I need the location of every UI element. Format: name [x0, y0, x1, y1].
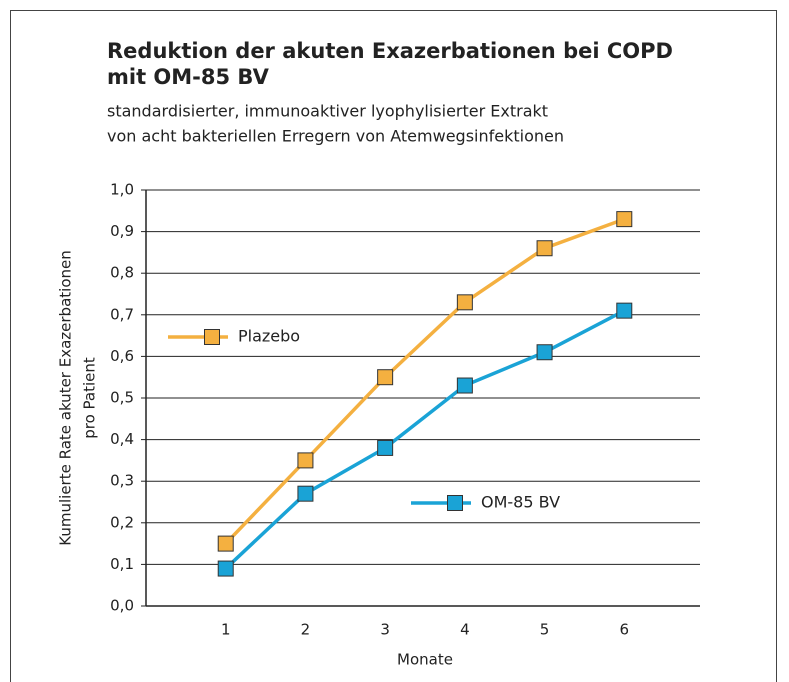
x-tick-label: 6	[620, 621, 630, 639]
frame	[10, 10, 777, 682]
y-tick-label: 1,0	[110, 181, 134, 199]
marker	[616, 211, 633, 228]
subtitle: standardisierter, immunoaktiver lyophyli…	[107, 102, 548, 121]
marker	[456, 294, 473, 311]
line	[224, 309, 626, 570]
y-tick-label: 0,6	[110, 347, 134, 365]
marker	[217, 560, 234, 577]
y-axis-label: Kumulierte Rate akuter Exazerbationen	[57, 250, 75, 545]
y-tick-label: 0,3	[110, 472, 134, 490]
y-tick-label: 0,4	[110, 430, 134, 448]
x-tick-label: 1	[221, 621, 231, 639]
line	[224, 217, 625, 545]
x-tick-label: 4	[460, 621, 470, 639]
chart-title: mit OM-85 BV	[107, 65, 270, 89]
y-tick-label: 0,7	[110, 305, 134, 323]
y-tick-label: 0,0	[110, 597, 134, 615]
marker	[536, 240, 553, 257]
x-tick-label: 3	[380, 621, 390, 639]
y-tick-label: 0,1	[110, 555, 134, 573]
marker	[377, 369, 394, 386]
marker	[297, 485, 314, 502]
subtitle: von acht bakteriellen Erregern von Atemw…	[107, 127, 564, 146]
legend-marker	[447, 495, 463, 511]
y-tick-label: 0,9	[110, 222, 134, 240]
legend-marker	[204, 329, 220, 345]
x-axis-label: Monate	[397, 651, 453, 669]
x-tick-label: 5	[540, 621, 550, 639]
y-axis-label: pro Patient	[81, 357, 99, 439]
y-tick-label: 0,2	[110, 513, 134, 531]
chart-title: Reduktion der akuten Exazerbationen bei …	[107, 39, 673, 63]
marker	[297, 452, 314, 469]
y-tick-label: 0,5	[110, 389, 134, 407]
marker	[616, 302, 633, 319]
marker	[217, 535, 234, 552]
y-tick-label: 0,8	[110, 264, 134, 282]
marker	[377, 439, 394, 456]
x-tick-label: 2	[301, 621, 311, 639]
legend-label: OM-85 BV	[481, 493, 560, 512]
legend-label: Plazebo	[238, 327, 300, 346]
marker	[456, 377, 473, 394]
marker	[536, 344, 553, 361]
